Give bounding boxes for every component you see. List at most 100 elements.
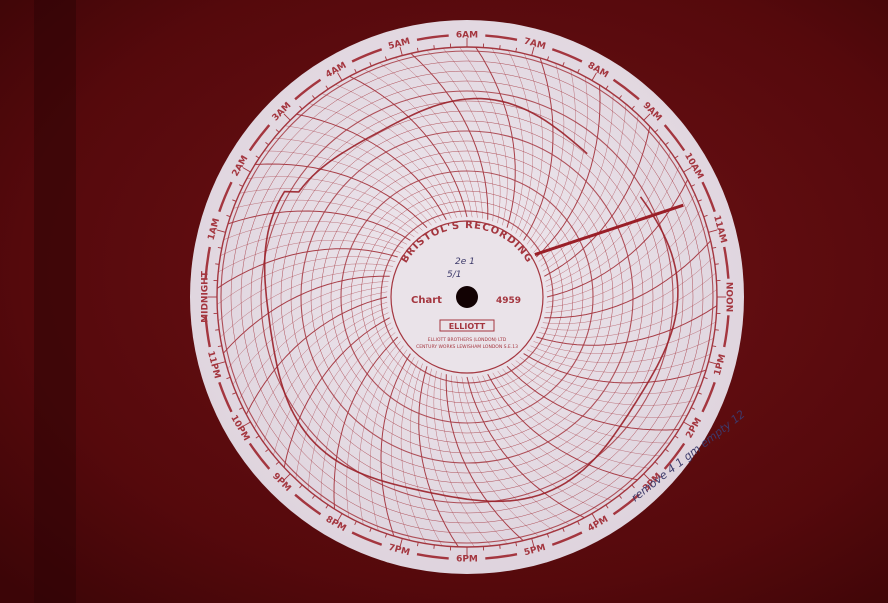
rim-hour-bar — [701, 181, 716, 213]
rim-tick — [697, 392, 702, 395]
grid-time-line — [391, 356, 415, 541]
grid-time-line — [526, 349, 711, 373]
grid-time-line — [369, 349, 408, 531]
grid-time-line — [442, 48, 501, 224]
rim-tick — [562, 527, 565, 532]
rim-tick — [683, 167, 692, 173]
rim-hour-bar — [294, 78, 322, 101]
rim-tick — [643, 113, 651, 121]
grid-time-line — [487, 374, 638, 481]
rim-tick — [226, 214, 231, 218]
grid-time-line — [379, 62, 478, 218]
grid-time-line — [546, 151, 671, 287]
rim-tick — [674, 155, 679, 159]
rim-tick — [546, 56, 550, 61]
grid-ring — [240, 70, 694, 524]
rim-tick — [697, 199, 702, 202]
grid-time-line — [254, 163, 428, 229]
rim-tick — [226, 376, 231, 380]
grid-ring — [310, 140, 624, 454]
rim-hour-bar — [701, 381, 716, 413]
grid-time-line — [491, 48, 524, 231]
grid-time-line — [426, 50, 494, 222]
rim-tick — [217, 247, 222, 249]
grid-time-line — [492, 372, 650, 469]
rim-hour-bar — [663, 124, 686, 152]
rim-tick — [275, 461, 280, 465]
grid-time-line — [307, 327, 394, 490]
grid-time-line — [451, 375, 540, 537]
grid-ring — [380, 210, 554, 384]
grid-time-line — [410, 363, 443, 546]
rim-tick — [714, 329, 719, 331]
pen-trace-line — [263, 97, 679, 503]
grid-time-line — [274, 137, 437, 224]
rim-tick — [242, 167, 251, 173]
grid-time-line — [535, 84, 601, 258]
grid-ring — [230, 60, 704, 534]
rim-tick — [399, 538, 403, 548]
rim-tick — [265, 142, 269, 146]
rim-tick — [265, 448, 269, 452]
grid-ring — [250, 80, 684, 514]
grid-time-line — [233, 199, 415, 238]
grid-time-line — [320, 332, 396, 500]
grid-time-line — [283, 317, 390, 468]
rim-tick — [238, 184, 243, 187]
grid-time-line — [245, 296, 388, 415]
brand-badge: ELLIOTT — [449, 322, 486, 331]
grid-time-line — [216, 256, 396, 305]
grid-time-line — [508, 50, 534, 234]
rim-tick — [216, 361, 226, 365]
rim-hour-bar — [612, 493, 640, 516]
grid-time-line — [459, 46, 508, 226]
grid-time-line — [546, 165, 680, 293]
rim-tick — [215, 263, 220, 265]
rim-tick — [691, 407, 696, 410]
grid-time-line — [544, 126, 651, 277]
small-print-1: ELLIOTT BROTHERS (LONDON) LTD — [428, 337, 507, 343]
grid-ring — [320, 150, 614, 444]
grid-ring — [360, 190, 574, 404]
brand-badge-box — [439, 319, 495, 332]
grid-time-line — [346, 341, 401, 518]
rim-hour-bar — [612, 78, 640, 101]
rim-hour-bar — [485, 34, 518, 41]
grid-time-line — [540, 272, 716, 331]
rim-tick — [354, 68, 357, 73]
rim-tick — [591, 513, 597, 522]
rim-tick — [665, 142, 669, 146]
time-label: NOON — [724, 282, 734, 312]
grid-time-line — [545, 224, 707, 313]
grid-time-line — [246, 176, 423, 231]
grid-time-line — [440, 372, 508, 544]
rim-tick — [433, 544, 435, 549]
grid-time-line — [220, 270, 392, 338]
rim-tick — [618, 95, 622, 99]
rim-hour-bar — [351, 48, 383, 63]
grid-time-line — [218, 240, 401, 273]
rim-tick — [325, 85, 329, 90]
rim-tick — [708, 361, 718, 365]
rim-tick — [354, 521, 357, 526]
grid-time-line — [296, 113, 447, 220]
time-label: 6AM — [456, 31, 478, 41]
rim-tick — [325, 504, 329, 509]
rim-tick — [283, 473, 291, 481]
time-label: MIDNIGHT — [201, 270, 211, 323]
grid-time-line — [400, 360, 426, 544]
grid-time-line — [418, 366, 459, 548]
grid-time-line — [515, 360, 695, 406]
grid-time-line — [536, 305, 718, 346]
grid-time-line — [223, 275, 390, 354]
rim-hour-bar — [294, 493, 322, 516]
grid-time-line — [263, 307, 388, 443]
rim-tick — [562, 62, 565, 67]
rim-tick — [665, 448, 669, 452]
time-label: 6PM — [456, 555, 478, 565]
grid-time-line — [511, 363, 688, 418]
rim-tick — [631, 105, 635, 110]
rim-tick — [312, 495, 316, 499]
grid-time-line — [477, 376, 613, 501]
grid-time-line — [223, 221, 408, 245]
